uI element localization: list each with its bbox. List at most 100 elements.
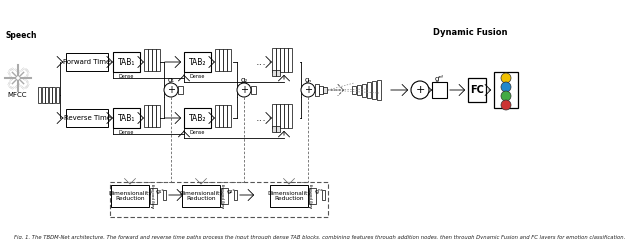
- Bar: [163, 190, 166, 200]
- Bar: [288, 48, 291, 72]
- Bar: [276, 126, 280, 132]
- Bar: [178, 86, 183, 94]
- Bar: [280, 104, 284, 128]
- Bar: [432, 82, 447, 98]
- Bar: [234, 190, 237, 200]
- Bar: [66, 53, 108, 71]
- Text: +: +: [240, 85, 248, 95]
- Bar: [468, 78, 486, 102]
- Bar: [150, 188, 157, 204]
- Text: Dense: Dense: [118, 74, 134, 79]
- Text: Dynamic Fusion: Dynamic Fusion: [433, 27, 508, 37]
- Text: Forward Time: Forward Time: [63, 59, 111, 65]
- Bar: [148, 105, 152, 127]
- Bar: [113, 52, 140, 72]
- Bar: [272, 70, 275, 76]
- Bar: [215, 105, 218, 127]
- Bar: [352, 86, 356, 94]
- Bar: [284, 48, 287, 72]
- Text: Avg pooling: Avg pooling: [310, 184, 314, 208]
- Bar: [276, 70, 280, 76]
- Text: TAB₁: TAB₁: [118, 114, 135, 123]
- Bar: [182, 185, 220, 207]
- Bar: [156, 105, 159, 127]
- Bar: [184, 108, 211, 128]
- Bar: [377, 80, 381, 100]
- Bar: [251, 86, 256, 94]
- Bar: [221, 188, 228, 204]
- Text: ...: ...: [255, 113, 266, 123]
- Bar: [223, 49, 227, 71]
- Text: MFCC: MFCC: [7, 92, 26, 98]
- Text: g₁ᶜ: g₁ᶜ: [156, 190, 164, 195]
- Bar: [152, 105, 156, 127]
- Text: Dimensionality
Reduction: Dimensionality Reduction: [267, 190, 311, 201]
- Circle shape: [501, 73, 511, 83]
- Text: Avg pooling: Avg pooling: [152, 184, 156, 208]
- Text: gⁿᶜ: gⁿᶜ: [314, 190, 323, 195]
- Circle shape: [501, 100, 511, 110]
- Text: g₁: g₁: [168, 77, 175, 83]
- Bar: [156, 49, 159, 71]
- Bar: [270, 185, 308, 207]
- Bar: [309, 188, 316, 204]
- Bar: [272, 104, 275, 128]
- Circle shape: [501, 91, 511, 101]
- Bar: [148, 49, 152, 71]
- Bar: [315, 84, 319, 96]
- Bar: [322, 190, 325, 200]
- Circle shape: [301, 83, 315, 97]
- Bar: [215, 49, 218, 71]
- Circle shape: [164, 83, 178, 97]
- Text: FC: FC: [470, 85, 484, 95]
- Circle shape: [501, 82, 511, 92]
- Bar: [38, 87, 41, 103]
- Bar: [113, 108, 140, 128]
- Bar: [66, 109, 108, 127]
- Text: Dense: Dense: [189, 74, 205, 79]
- Text: ...: ...: [255, 57, 266, 67]
- Text: Dimensionality
Reduction: Dimensionality Reduction: [179, 190, 223, 201]
- Bar: [367, 82, 371, 98]
- Bar: [227, 49, 230, 71]
- Bar: [144, 105, 147, 127]
- Circle shape: [237, 83, 251, 97]
- Bar: [372, 81, 376, 99]
- Bar: [111, 185, 149, 207]
- Bar: [223, 105, 227, 127]
- Bar: [184, 52, 211, 72]
- Bar: [45, 87, 48, 103]
- Bar: [276, 48, 280, 72]
- Bar: [110, 182, 328, 217]
- Text: TAB₁: TAB₁: [118, 58, 135, 66]
- Bar: [323, 87, 327, 93]
- Bar: [56, 87, 58, 103]
- Text: +: +: [304, 85, 312, 95]
- Bar: [49, 87, 51, 103]
- Bar: [219, 105, 223, 127]
- Bar: [362, 83, 366, 97]
- Text: Dense: Dense: [189, 130, 205, 135]
- Text: Reverse Time: Reverse Time: [63, 115, 111, 121]
- Bar: [276, 104, 280, 128]
- Text: Dense: Dense: [118, 130, 134, 135]
- Text: Dimensionality
Reduction: Dimensionality Reduction: [108, 190, 152, 201]
- Bar: [280, 48, 284, 72]
- Bar: [152, 49, 156, 71]
- Text: gₙ: gₙ: [305, 77, 312, 83]
- Bar: [272, 126, 275, 132]
- Bar: [357, 85, 361, 95]
- Bar: [52, 87, 55, 103]
- Text: TAB₂: TAB₂: [189, 58, 206, 66]
- Bar: [288, 104, 291, 128]
- Circle shape: [411, 81, 429, 99]
- Text: g₂: g₂: [241, 77, 248, 83]
- Bar: [494, 72, 518, 108]
- Bar: [219, 49, 223, 71]
- Text: g₂ᶜ: g₂ᶜ: [227, 190, 236, 195]
- Text: Avg pooling: Avg pooling: [223, 184, 227, 208]
- Bar: [227, 105, 230, 127]
- Text: +: +: [415, 85, 425, 95]
- Text: gᵉᶠ: gᵉᶠ: [435, 75, 444, 81]
- Bar: [319, 86, 323, 94]
